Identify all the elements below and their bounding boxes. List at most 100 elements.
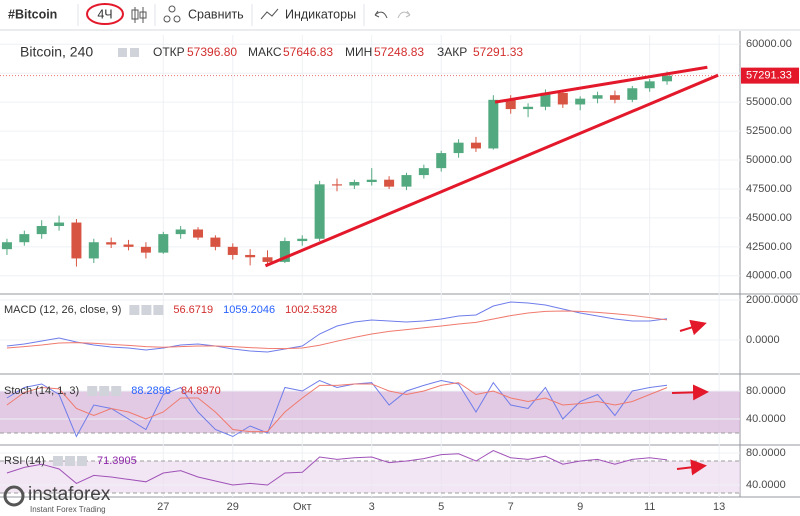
ohlc-value: 57396.80 [187,45,237,59]
candle-body [436,153,447,169]
legend-icon [99,386,110,396]
candle-body [384,179,395,187]
band [0,390,740,433]
indicators-icon[interactable] [260,8,279,20]
x-tick-label: 5 [438,501,444,513]
candle-body [523,106,534,110]
legend-icon [52,456,63,466]
annotation-arrow [679,319,707,336]
trendline [264,73,719,268]
ohlc-label: МАКС [248,45,282,59]
symbol[interactable]: #Bitcoin [8,7,57,21]
y-tick-label: 80.0000 [746,385,786,397]
interval[interactable]: 4Ч [97,7,112,21]
ohlc-value: 57291.33 [473,45,523,59]
legend-title: Bitcoin, 240 [20,44,93,60]
x-tick-label: 27 [157,501,169,513]
candle-body [88,242,99,259]
annotation-arrow [676,459,707,476]
x-tick-label: Окт [293,501,312,513]
legend-icon [130,48,139,57]
y-tick-label: 80.0000 [746,447,786,459]
candle-body [297,238,308,242]
legend-value: 1059.2046 [223,304,275,316]
legend-value: 88.2896 [131,385,171,397]
candle-body [540,92,551,107]
x-tick-label: 29 [227,501,239,513]
y-tick-label: 52500.00 [746,125,792,137]
candle-body [123,244,134,247]
legend-title: RSI (14) [4,455,45,467]
candle-body [557,92,568,105]
candle-body [262,257,273,262]
candle-body [175,229,186,235]
price-axis-bg [740,31,800,516]
candle-body [279,241,290,262]
candle-body [662,75,673,82]
y-tick-label: 0.0000 [746,334,780,346]
ohlc-value: 57646.83 [283,45,333,59]
x-tick-label: 3 [369,501,375,513]
legend-title: Stoch (14, 1, 3) [4,385,79,397]
candle-body [158,234,169,253]
candle-body [609,95,620,100]
candle-body [453,142,464,154]
candle-body [71,222,82,259]
y-tick-label: 47500.00 [746,183,792,195]
indicator-line [6,450,668,486]
candle-body [644,81,655,89]
ohlc-value: 57248.83 [374,45,424,59]
indicator-line [6,301,668,353]
plot-area: 27 29 Окт 3 5 7 9 11 13 40000.00 42500.00 45000.00 4… [0,31,800,516]
legend-icon [87,386,98,396]
annotation-arrow [671,384,709,401]
candle-body [54,222,65,227]
x-tick-label: 9 [577,501,583,513]
y-tick-label: 42500.00 [746,241,792,253]
legend-icon [111,386,122,396]
candle-body [210,237,221,247]
candle-body [366,179,377,183]
y-tick-label: 40.0000 [746,479,786,491]
x-tick-label: 13 [713,501,725,513]
y-tick-label: 40000.00 [746,270,792,282]
y-tick-label: 55000.00 [746,96,792,108]
last-price-box [741,67,799,84]
legend-icon [64,456,75,466]
candle-body [401,175,412,187]
legend-icon [141,305,152,315]
y-tick-label: 2000.0000 [746,294,798,306]
interval-circle [86,3,124,25]
indicator-line [6,382,668,433]
watermark-brand: instaforex [28,484,111,505]
y-tick-label: 45000.00 [746,212,792,224]
y-tick-label: 50000.00 [746,154,792,166]
candle-body [627,88,638,100]
candle-icon[interactable] [131,7,147,23]
candle-body [19,234,30,243]
y-tick-label: 60000.00 [746,38,792,50]
legend-value: 84.8970 [181,385,221,397]
legend-icon [118,48,127,57]
candle-body [106,242,117,245]
x-tick-label: 11 [644,501,655,513]
compare-icon[interactable] [163,5,181,23]
undo[interactable] [374,10,388,19]
candle-body [314,184,325,239]
compare[interactable]: Сравнить [188,7,244,21]
last-price-label: 57291.33 [746,70,792,82]
watermark-tagline: Instant Forex Trading [30,505,106,514]
y-tick-label: 40.0000 [746,413,786,425]
candle-body [36,226,47,235]
legend-title: MACD (12, 26, close, 9) [4,304,121,316]
redo[interactable] [397,10,411,19]
candle-body [193,229,204,238]
indicator-line [6,379,668,438]
candle-body [1,242,12,250]
x-tick-label: 7 [508,501,514,513]
legend-value: 1002.5328 [285,304,337,316]
indicators[interactable]: Индикаторы [285,7,356,21]
legend-value: 56.6719 [173,304,213,316]
